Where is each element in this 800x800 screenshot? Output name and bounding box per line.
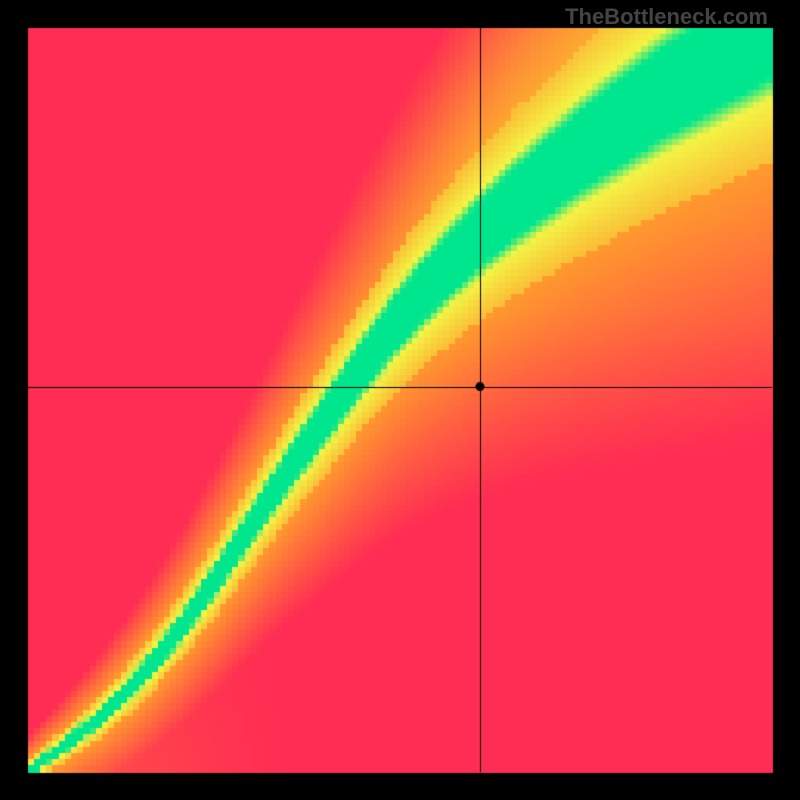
chart-stage: TheBottleneck.com [0,0,800,800]
watermark-text: TheBottleneck.com [565,4,768,30]
bottleneck-heatmap [0,0,800,800]
